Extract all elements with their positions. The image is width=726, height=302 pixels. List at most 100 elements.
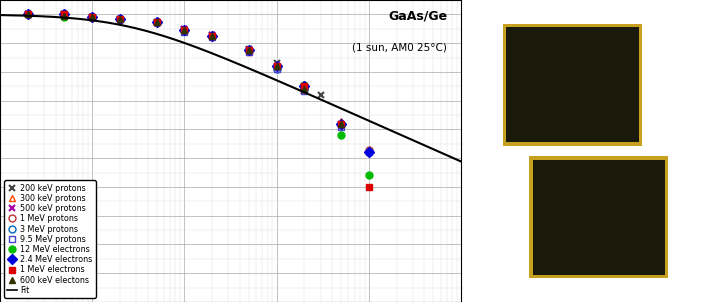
300 keV protons: [300, 87, 309, 91]
Fit: [364, 118, 372, 122]
1 MeV protons: [88, 15, 97, 19]
9.5 MeV protons: [152, 20, 161, 23]
200 keV protons: [88, 15, 97, 19]
3 MeV protons: [208, 34, 216, 38]
300 keV protons: [60, 13, 69, 16]
2.4 MeV electrons: [337, 122, 346, 126]
200 keV protons: [152, 20, 161, 23]
Line: 1 MeV electrons: 1 MeV electrons: [24, 11, 372, 191]
500 keV protons: [337, 122, 346, 126]
12 MeV electrons: [180, 28, 189, 32]
1 MeV electrons: [60, 13, 69, 16]
500 keV protons: [245, 49, 253, 52]
200 keV protons: [245, 47, 253, 51]
12 MeV electrons: [208, 34, 216, 38]
Bar: [506, 27, 639, 142]
Line: Fit: Fit: [0, 15, 461, 162]
1 MeV electrons: [208, 34, 216, 38]
300 keV protons: [88, 15, 97, 19]
3 MeV protons: [364, 151, 373, 154]
2.4 MeV electrons: [23, 13, 32, 16]
1 MeV protons: [300, 87, 309, 91]
12 MeV electrons: [60, 15, 69, 19]
9.5 MeV protons: [60, 13, 69, 16]
3 MeV protons: [152, 20, 161, 23]
600 keV electons: [115, 17, 124, 21]
2.4 MeV electrons: [272, 64, 281, 68]
Bar: [503, 24, 642, 146]
12 MeV electrons: [300, 83, 309, 87]
1 MeV protons: [364, 148, 373, 151]
500 keV protons: [180, 27, 189, 31]
9.5 MeV protons: [208, 36, 216, 39]
12 MeV electrons: [272, 64, 281, 68]
300 keV protons: [337, 119, 346, 123]
300 keV protons: [180, 27, 189, 31]
Line: 500 keV protons: 500 keV protons: [24, 11, 345, 127]
3 MeV protons: [115, 17, 124, 21]
3 MeV protons: [60, 13, 69, 16]
Line: 2.4 MeV electrons: 2.4 MeV electrons: [24, 11, 372, 156]
600 keV electons: [245, 49, 253, 52]
1 MeV electrons: [272, 64, 281, 68]
12 MeV electrons: [152, 20, 161, 23]
9.5 MeV protons: [245, 50, 253, 53]
200 keV protons: [272, 62, 281, 65]
Fit: [457, 160, 465, 163]
500 keV protons: [60, 13, 69, 16]
12 MeV electrons: [337, 133, 346, 137]
Line: 3 MeV protons: 3 MeV protons: [24, 11, 372, 156]
600 keV electons: [272, 64, 281, 68]
600 keV electons: [208, 34, 216, 38]
200 keV protons: [300, 85, 309, 88]
1 MeV electrons: [152, 20, 161, 23]
3 MeV protons: [88, 15, 97, 19]
500 keV protons: [88, 15, 97, 19]
Fit: [199, 48, 208, 52]
500 keV protons: [272, 64, 281, 68]
9.5 MeV protons: [88, 15, 97, 19]
Bar: [529, 156, 668, 278]
200 keV protons: [180, 27, 189, 31]
1 MeV electrons: [364, 185, 373, 189]
300 keV protons: [152, 20, 161, 23]
1 MeV electrons: [23, 13, 32, 16]
12 MeV electrons: [23, 13, 32, 16]
2.4 MeV electrons: [115, 17, 124, 21]
12 MeV electrons: [364, 174, 373, 177]
Fit: [312, 96, 321, 99]
1 MeV electrons: [88, 15, 97, 19]
3 MeV protons: [272, 67, 281, 71]
1 MeV protons: [180, 28, 189, 32]
600 keV electons: [152, 20, 161, 23]
300 keV protons: [23, 13, 32, 16]
3 MeV protons: [337, 123, 346, 127]
9.5 MeV protons: [180, 30, 189, 34]
Line: 12 MeV electrons: 12 MeV electrons: [24, 11, 372, 179]
2.4 MeV electrons: [152, 20, 161, 23]
3 MeV protons: [180, 28, 189, 32]
Line: 200 keV protons: 200 keV protons: [24, 11, 324, 98]
500 keV protons: [208, 33, 216, 36]
9.5 MeV protons: [364, 151, 373, 154]
9.5 MeV protons: [23, 13, 32, 16]
2.4 MeV electrons: [208, 34, 216, 38]
1 MeV electrons: [337, 122, 346, 126]
2.4 MeV electrons: [364, 151, 373, 154]
200 keV protons: [60, 13, 69, 16]
2.4 MeV electrons: [60, 13, 69, 16]
200 keV protons: [115, 17, 124, 21]
500 keV protons: [23, 13, 32, 16]
2.4 MeV electrons: [300, 85, 309, 88]
1 MeV electrons: [180, 28, 189, 32]
3 MeV protons: [300, 87, 309, 91]
Fit: [43, 15, 52, 18]
1 MeV protons: [152, 20, 161, 23]
9.5 MeV protons: [300, 89, 309, 92]
600 keV electons: [23, 13, 32, 16]
500 keV protons: [115, 17, 124, 21]
Text: GaAs/Ge: GaAs/Ge: [388, 9, 447, 22]
9.5 MeV protons: [337, 125, 346, 128]
Fit: [355, 115, 364, 118]
200 keV protons: [208, 33, 216, 36]
